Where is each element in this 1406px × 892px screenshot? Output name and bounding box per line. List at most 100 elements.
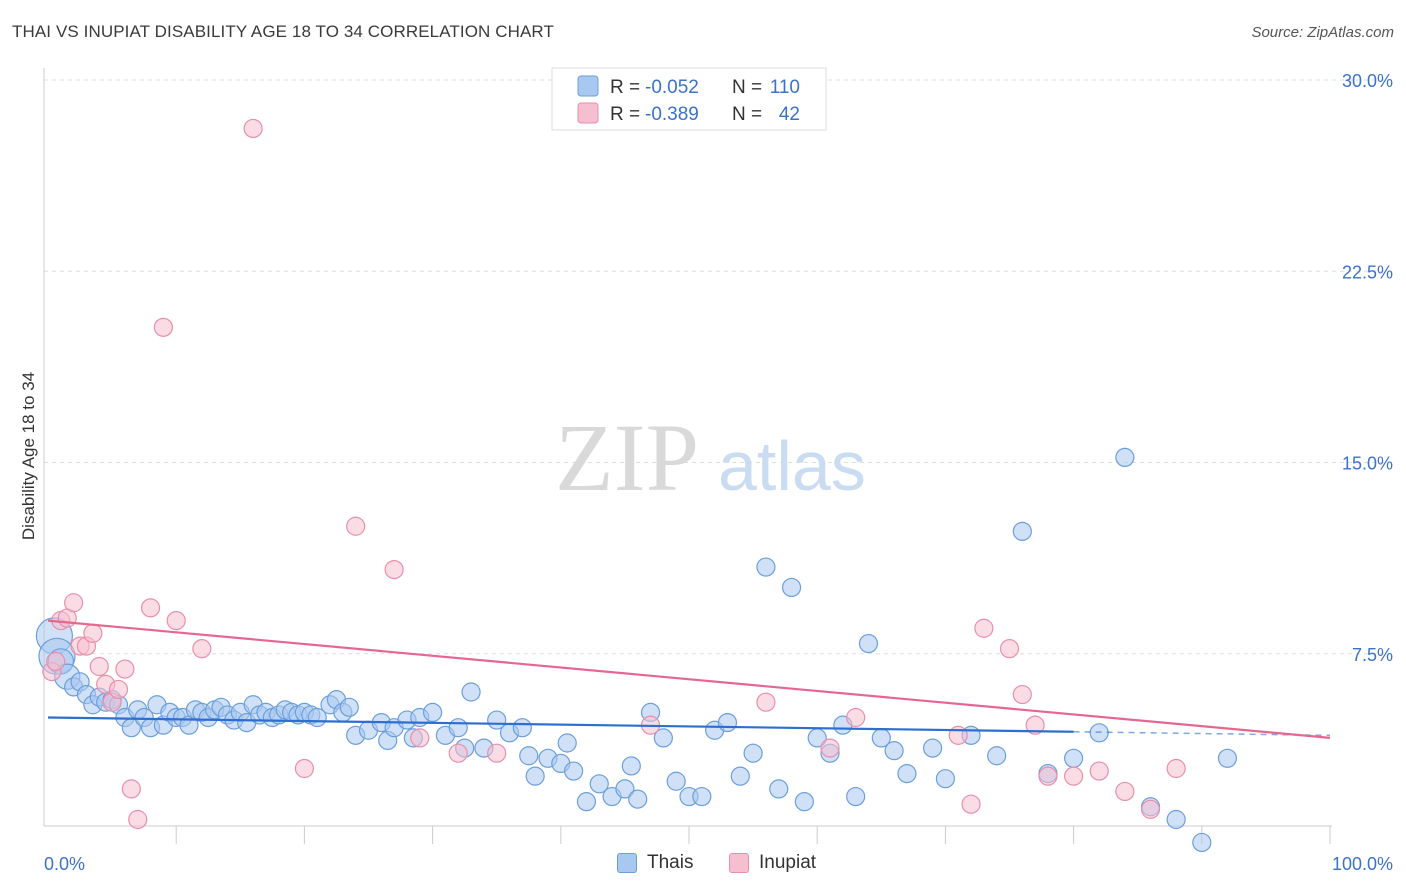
inupiat-trend-line <box>47 619 1331 739</box>
y-tick-label: 7.5% <box>1352 645 1393 665</box>
legend-thais-n-label: N = <box>732 77 762 98</box>
inupiat-point <box>1012 684 1032 705</box>
inupiat-point <box>961 794 981 814</box>
thais-point <box>564 761 584 781</box>
inupiat-point <box>1063 766 1084 786</box>
inupiat-point <box>999 639 1020 659</box>
thais-point <box>858 633 879 654</box>
thais-point <box>897 763 917 784</box>
thais-point <box>730 766 750 786</box>
inupiat-point <box>294 758 314 779</box>
thais-point <box>781 577 802 598</box>
thais-point <box>557 733 577 753</box>
thais-point <box>512 718 532 738</box>
y-axis-label: Disability Age 18 to 34 <box>19 372 38 540</box>
thais-point <box>987 746 1007 766</box>
thais-point <box>769 779 789 799</box>
inupiat-point <box>121 779 141 799</box>
inupiat-point <box>128 809 148 830</box>
thais-point <box>1115 447 1135 467</box>
thais-point <box>1063 748 1084 768</box>
thais-point <box>692 786 712 807</box>
bottom-legend-thais-swatch <box>617 853 637 873</box>
grid-lines <box>44 79 1393 655</box>
inupiat-point <box>46 651 66 672</box>
inupiat-point <box>384 559 404 580</box>
thais-point <box>628 789 648 809</box>
inupiat-point <box>192 639 212 659</box>
thais-point <box>1166 809 1186 830</box>
inupiat-point <box>243 118 263 139</box>
x-ticks <box>175 826 1331 844</box>
thais-trend-line <box>47 716 1074 733</box>
bottom-legend-inupiat[interactable]: Inupiat <box>729 852 816 874</box>
inupiat-point <box>346 516 366 536</box>
inupiat-point <box>64 593 84 613</box>
thais-point <box>1192 832 1212 853</box>
watermark-atlas: atlas <box>718 427 866 505</box>
inupiat-point <box>153 317 173 337</box>
inupiat-point <box>108 679 129 700</box>
legend-swatch-inupiat <box>577 102 599 124</box>
thais-point <box>653 728 673 748</box>
inupiat-point <box>410 728 430 748</box>
inupiat-point <box>1025 715 1045 735</box>
thais-point <box>576 792 597 812</box>
bottom-legend-thais-label: Thais <box>647 852 694 873</box>
thais-point <box>615 779 635 799</box>
legend-thais-n-value: 110 <box>770 77 800 98</box>
inupiat-point <box>846 707 866 728</box>
axes <box>43 68 1332 827</box>
y-tick-label: 22.5% <box>1342 262 1393 282</box>
inupiat-point <box>140 598 161 618</box>
thais-point <box>743 743 763 763</box>
thais-point <box>621 756 641 776</box>
legend-box: R = -0.052 N = 110 R = -0.389 N = 42 <box>551 67 827 131</box>
bottom-legend-inupiat-label: Inupiat <box>759 852 817 873</box>
bottom-legend-thais[interactable]: Thais <box>617 852 693 874</box>
legend-inupiat-n-label: N = <box>732 104 762 125</box>
thais-point <box>717 712 738 733</box>
bottom-legend: Thais Inupiat <box>0 852 1406 876</box>
watermark: ZIP atlas <box>555 404 866 511</box>
thais-point <box>884 741 904 761</box>
x-tick-label-max: 100.0% <box>1332 854 1393 874</box>
y-tick-label: 15.0% <box>1342 454 1393 474</box>
thais-point <box>423 702 443 723</box>
source-label: Source: ZipAtlas.com <box>1251 24 1394 41</box>
watermark-zip: ZIP <box>555 404 699 511</box>
inupiat-point <box>1115 781 1135 802</box>
thais-point <box>448 718 468 738</box>
inupiat-point <box>166 610 186 631</box>
x-tick-label-min: 0.0% <box>44 854 85 874</box>
thais-point <box>922 738 943 758</box>
legend-swatch-thais <box>577 75 599 97</box>
thais-point <box>756 557 776 577</box>
legend-inupiat-r-label: R = <box>610 104 640 125</box>
inupiat-point <box>1038 766 1058 786</box>
chart-title: THAI VS INUPIAT DISABILITY AGE 18 TO 34 … <box>12 22 554 41</box>
y-tick-label: 30.0% <box>1342 71 1393 91</box>
inupiat-point <box>1140 799 1161 819</box>
inupiat-point <box>756 692 776 712</box>
legend-thais-r-label: R = <box>610 77 640 98</box>
inupiat-point <box>487 743 507 763</box>
inupiat-point <box>820 738 840 758</box>
thais-point <box>794 792 814 812</box>
inupiat-point <box>974 618 994 638</box>
thais-point <box>525 766 545 786</box>
thais-point <box>1217 748 1238 768</box>
legend-inupiat-n-value: 42 <box>779 104 800 125</box>
legend-inupiat-r-value: -0.389 <box>645 104 699 125</box>
thais-point <box>846 786 866 807</box>
inupiat-point <box>1089 761 1109 781</box>
thais-point <box>519 746 539 766</box>
bottom-legend-inupiat-swatch <box>729 853 749 873</box>
inupiat-point <box>1166 758 1186 779</box>
thais-point <box>666 771 686 791</box>
inupiat-points <box>42 118 1186 830</box>
inupiat-point <box>89 656 109 677</box>
inupiat-point <box>448 743 468 763</box>
legend-thais-r-value: -0.052 <box>645 77 699 98</box>
